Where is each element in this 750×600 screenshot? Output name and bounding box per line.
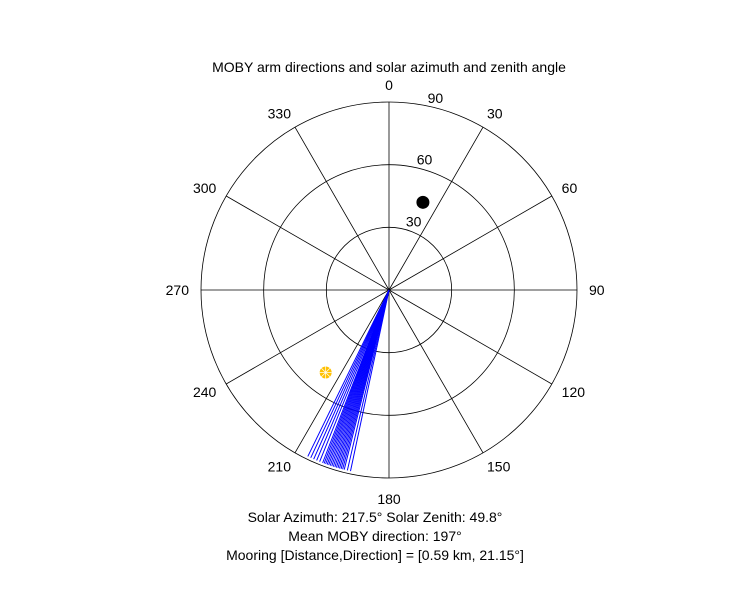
mean-direction-caption: Mean MOBY direction: 197°	[288, 528, 462, 544]
grid-spoke-60	[388, 195, 553, 291]
arm-line-21	[307, 289, 390, 457]
sun-marker-ray	[325, 368, 331, 373]
mooring-caption: Mooring [Distance,Direction] = [0.59 km,…	[226, 547, 524, 563]
grid-spoke-240	[225, 289, 390, 385]
tick-labels: 0 30 60 90 120 150 180 210 240 270 300 330 30 60 90	[166, 77, 605, 507]
angle-label-120: 120	[562, 384, 586, 400]
solar-caption: Solar Azimuth: 217.5° Solar Zenith: 49.8…	[247, 509, 503, 525]
sun-marker-ray	[321, 372, 326, 378]
arm-line-0	[350, 289, 390, 472]
sun-marker-ray	[325, 372, 331, 378]
arm-line-20	[310, 289, 390, 459]
moby-arm-lines	[307, 289, 390, 472]
sun-marker-ray	[321, 368, 326, 373]
arm-line-19	[313, 289, 390, 460]
polar-grid	[200, 101, 578, 479]
angle-label-90: 90	[589, 282, 605, 298]
angle-label-0: 0	[385, 77, 393, 93]
grid-spoke-150	[388, 289, 484, 454]
grid-spoke-120	[388, 289, 553, 385]
grid-spoke-300	[225, 195, 390, 291]
mooring-marker	[416, 195, 430, 209]
angle-label-270: 270	[166, 282, 190, 298]
radial-label-60: 60	[417, 152, 433, 168]
sun-marker	[319, 366, 332, 379]
angle-label-180: 180	[377, 491, 401, 507]
angle-label-210: 210	[268, 459, 292, 475]
arm-line-17	[319, 289, 390, 462]
chart-title: MOBY arm directions and solar azimuth an…	[212, 59, 566, 75]
radial-label-90: 90	[428, 90, 444, 106]
arm-line-18	[316, 289, 390, 461]
markers	[319, 195, 430, 379]
angle-label-300: 300	[193, 180, 217, 196]
radial-label-30: 30	[406, 213, 422, 229]
arm-line-1	[346, 289, 390, 471]
angle-label-150: 150	[487, 459, 511, 475]
arm-line-16	[322, 289, 390, 464]
angle-label-240: 240	[193, 384, 217, 400]
angle-label-60: 60	[562, 180, 578, 196]
angle-label-30: 30	[487, 105, 503, 121]
grid-spoke-210	[294, 289, 390, 454]
grid-spoke-330	[294, 126, 390, 291]
grid-spoke-30	[388, 126, 484, 291]
angle-label-330: 330	[268, 105, 292, 121]
